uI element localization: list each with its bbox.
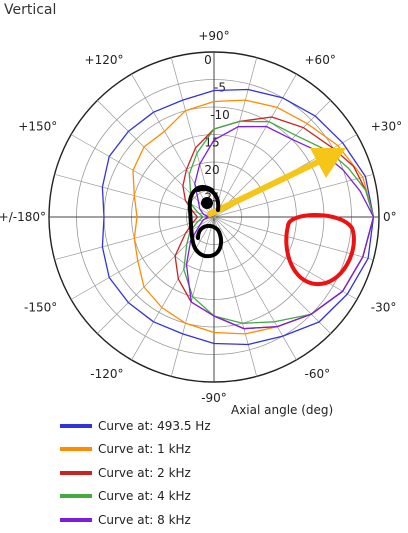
legend: Curve at: 493.5 Hz Curve at: 1 kHz Curve a… xyxy=(60,414,211,532)
angle-tick-label: +/-180° xyxy=(0,210,46,224)
angle-tick-label: -150° xyxy=(24,301,57,315)
grid-spoke xyxy=(213,216,374,261)
legend-item: Curve at: 8 kHz xyxy=(60,508,211,532)
radial-tick-label: 20 xyxy=(204,163,219,177)
legend-label: Curve at: 4 kHz xyxy=(98,489,191,504)
legend-label: Curve at: 1 kHz xyxy=(98,442,191,457)
angle-tick-label: 0° xyxy=(383,210,397,224)
angle-tick-label: -60° xyxy=(305,367,331,381)
grid-spoke xyxy=(213,100,331,218)
angle-tick-label: +120° xyxy=(85,53,124,67)
legend-item: Curve at: 1 kHz xyxy=(60,438,211,462)
angle-tick-label: +30° xyxy=(371,120,402,134)
grid-spoke xyxy=(213,216,331,334)
series-line xyxy=(183,120,375,324)
grid-spoke xyxy=(213,216,297,361)
angle-tick-label: -120° xyxy=(90,367,123,381)
radial-tick-label: 0 xyxy=(204,53,212,67)
angle-tick-label: +60° xyxy=(305,53,336,67)
angle-tick-label: +90° xyxy=(198,29,229,43)
legend-swatch xyxy=(60,423,92,428)
legend-item: Curve at: 4 kHz xyxy=(60,485,211,509)
series-line xyxy=(185,125,375,330)
legend-item: Curve at: 2 kHz xyxy=(60,461,211,485)
legend-swatch xyxy=(60,494,92,499)
legend-swatch xyxy=(60,517,92,522)
scribble-dot xyxy=(201,197,213,209)
angle-tick-label: -90° xyxy=(201,391,227,405)
legend-item: Curve at: 493.5 Hz xyxy=(60,414,211,438)
arrow-head xyxy=(310,148,346,178)
angle-tick-label: +150° xyxy=(18,120,57,134)
grid-spoke xyxy=(213,216,358,300)
legend-label: Curve at: 2 kHz xyxy=(98,465,191,480)
radial-tick-label: -10 xyxy=(210,108,230,122)
grid-spoke xyxy=(131,73,215,218)
chart-title: Vertical xyxy=(4,2,57,18)
grid-spoke xyxy=(70,134,215,218)
arrow-annotation xyxy=(207,157,325,217)
grid-spoke xyxy=(213,173,374,218)
legend-label: Curve at: 493.5 Hz xyxy=(98,418,211,433)
polar-chart: 0° +30° +60° +90° +120° +150° +/-180° -150° -120… xyxy=(0,29,402,405)
angle-tick-label: -30° xyxy=(371,301,397,315)
legend-label: Curve at: 8 kHz xyxy=(98,512,191,527)
grid-spoke xyxy=(131,216,215,361)
axis-label: Axial angle (deg) xyxy=(231,403,334,417)
red-circle-annotation xyxy=(284,213,356,287)
grid-spoke xyxy=(213,57,258,218)
grid-spoke xyxy=(97,100,215,218)
series-line xyxy=(101,88,375,346)
legend-swatch xyxy=(60,447,92,452)
grid-spoke xyxy=(97,216,215,334)
grid-spoke xyxy=(213,73,297,218)
radial-tick-label: -5 xyxy=(214,81,226,95)
legend-swatch xyxy=(60,470,92,475)
scribble-annotation xyxy=(187,184,224,259)
